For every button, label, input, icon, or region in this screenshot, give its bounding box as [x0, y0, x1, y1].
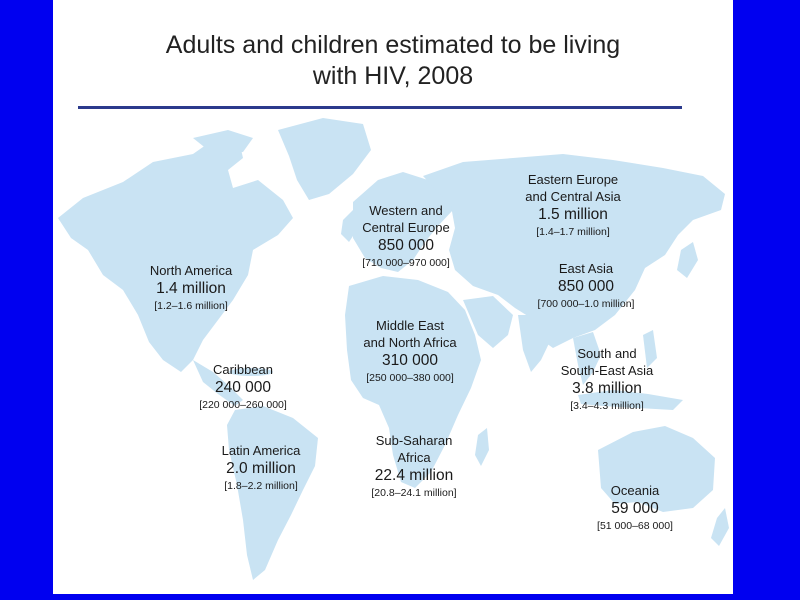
region-oceania: Oceania 59 000 [51 000–68 000]	[565, 482, 705, 533]
region-value: 59 000	[611, 500, 659, 517]
region-range: [1.4–1.7 million]	[536, 226, 610, 238]
region-value: 850 000	[557, 278, 615, 295]
new-zealand-landmass	[711, 508, 729, 546]
region-north-america: North America 1.4 million [1.2–1.6 milli…	[121, 262, 261, 313]
arabia-landmass	[463, 296, 513, 348]
region-range: [250 000–380 000]	[366, 372, 454, 384]
india-landmass	[518, 315, 553, 372]
region-name-2: Central Europe	[362, 220, 450, 235]
region-name: Western and	[369, 203, 443, 218]
page-title: Adults and children estimated to be livi…	[53, 30, 733, 92]
region-name: South and	[577, 346, 637, 361]
region-range: [1.2–1.6 million]	[154, 300, 228, 312]
region-value: 2.0 million	[226, 460, 296, 477]
caribbean-islands	[229, 368, 273, 376]
region-name-2: and Central Asia	[525, 189, 621, 204]
region-range: [20.8–24.1 million]	[371, 487, 457, 499]
world-map	[58, 118, 729, 580]
region-name: Middle East	[376, 318, 444, 333]
africa-landmass	[345, 276, 481, 488]
title-line-2: with HIV, 2008	[312, 62, 474, 90]
region-range: [51 000–68 000]	[597, 520, 673, 532]
region-south-southeast-asia: South and South-East Asia 3.8 million [3…	[537, 345, 677, 413]
region-value: 22.4 million	[374, 467, 454, 484]
europe-landmass	[353, 172, 453, 272]
region-east-asia: East Asia 850 000 [700 000–1.0 million]	[516, 260, 656, 311]
region-value: 240 000	[214, 379, 272, 396]
region-value: 1.4 million	[156, 280, 226, 297]
asia-landmass	[423, 154, 725, 348]
region-value: 310 000	[381, 352, 439, 369]
north-america-landmass	[58, 136, 293, 372]
region-name: North America	[149, 263, 233, 278]
region-eastern-europe-central-asia: Eastern Europe and Central Asia 1.5 mill…	[503, 171, 643, 239]
region-range: [700 000–1.0 million]	[537, 298, 635, 310]
south-america-landmass	[227, 406, 318, 580]
slide: Adults and children estimated to be livi…	[53, 0, 733, 594]
region-latin-america: Latin America 2.0 million [1.8–2.2 milli…	[191, 442, 331, 493]
central-america-landmass	[193, 360, 243, 406]
title-line-1: Adults and children estimated to be livi…	[165, 31, 621, 59]
arctic-islands-landmass	[193, 130, 253, 154]
region-range: [1.8–2.2 million]	[224, 480, 298, 492]
philippines-landmass	[643, 330, 657, 368]
australia-landmass	[598, 426, 715, 512]
region-name-2: Africa	[397, 450, 431, 465]
british-isles-landmass	[341, 210, 357, 242]
bottom-border	[0, 594, 800, 600]
region-range: [220 000–260 000]	[199, 399, 287, 411]
region-western-central-europe: Western and Central Europe 850 000 [710 …	[336, 202, 476, 270]
region-name-2: South-East Asia	[560, 363, 654, 378]
title-divider	[78, 106, 682, 109]
southeast-asia-landmass	[573, 332, 601, 385]
greenland-landmass	[278, 118, 371, 200]
region-sub-saharan-africa: Sub-Saharan Africa 22.4 million [20.8–24…	[344, 432, 484, 500]
japan-landmass	[677, 242, 698, 278]
indonesia-landmass	[578, 390, 683, 410]
region-range: [710 000–970 000]	[362, 257, 450, 269]
region-value: 850 000	[377, 237, 435, 254]
region-range: [3.4–4.3 million]	[570, 400, 644, 412]
region-value: 3.8 million	[572, 380, 642, 397]
region-name: East Asia	[558, 261, 614, 276]
region-name: Eastern Europe	[527, 172, 619, 187]
region-name: Caribbean	[213, 362, 273, 377]
region-value: 1.5 million	[538, 206, 608, 223]
region-name-2: and North Africa	[363, 335, 457, 350]
region-name: Sub-Saharan	[375, 433, 453, 448]
madagascar-landmass	[475, 428, 489, 466]
region-name: Oceania	[610, 483, 660, 498]
region-name: Latin America	[221, 443, 301, 458]
region-middle-east-north-africa: Middle East and North Africa 310 000 [25…	[340, 317, 480, 385]
region-caribbean: Caribbean 240 000 [220 000–260 000]	[173, 361, 313, 412]
